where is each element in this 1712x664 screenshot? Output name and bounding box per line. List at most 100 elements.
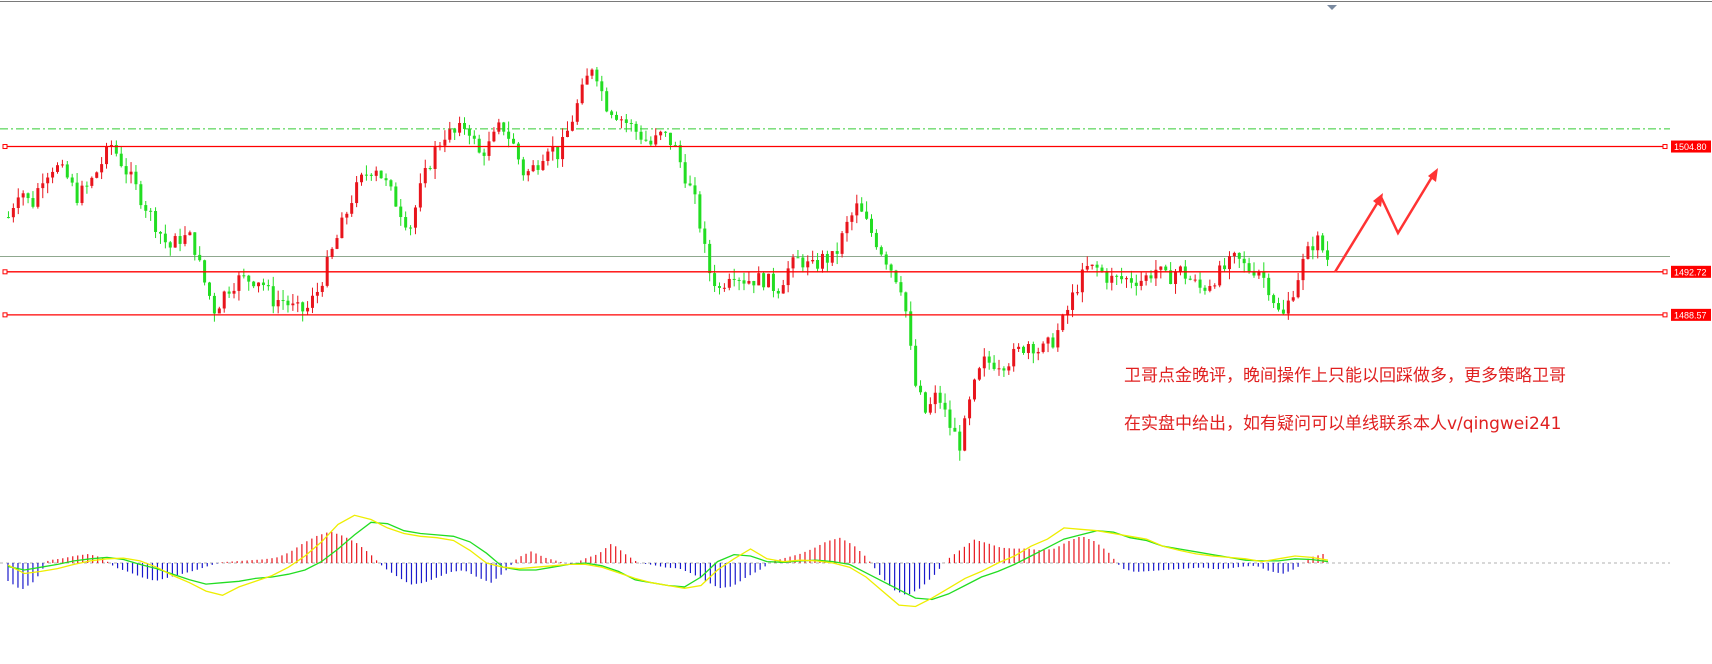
scroll-marker-icon[interactable] [1327, 5, 1337, 10]
candle [51, 167, 55, 184]
candle [1257, 269, 1261, 279]
candle [781, 279, 785, 294]
candle [404, 211, 408, 231]
candle [232, 283, 236, 299]
candle [374, 166, 378, 182]
price-level-2[interactable]: 1488.57 [2, 308, 1711, 321]
annotation-line-1: 卫哥点金晚评，晚间操作上只能以回踩做多，更多策略卫哥 [1124, 366, 1566, 386]
candle [649, 136, 653, 147]
candle [1237, 252, 1241, 268]
candle [114, 140, 118, 157]
arrow-head-2 [1428, 168, 1438, 182]
candle [889, 263, 893, 278]
candle [1252, 262, 1256, 278]
candle [870, 214, 874, 237]
candle [1218, 260, 1222, 288]
candle [237, 271, 241, 301]
candle [541, 154, 545, 171]
candle [217, 306, 221, 314]
candle [443, 130, 447, 153]
candle [222, 290, 226, 313]
candle [615, 111, 619, 121]
candle [590, 68, 594, 80]
candle [203, 259, 207, 286]
candle [595, 66, 599, 87]
candle [193, 232, 197, 261]
candle [521, 156, 525, 181]
candle [1120, 267, 1124, 284]
candle [472, 130, 476, 145]
candle [585, 68, 589, 85]
candle [95, 171, 99, 179]
forecast-arrow-path [1333, 171, 1437, 273]
candle [173, 233, 177, 248]
candle [109, 140, 113, 155]
candle [556, 146, 560, 168]
price-levels: 1504.80 1492.72 1488.57 [2, 140, 1711, 321]
candle [36, 183, 40, 209]
macd-dea-line [7, 514, 1329, 608]
candle [727, 273, 731, 291]
candle [296, 295, 300, 313]
candle [771, 267, 775, 298]
macd-dif-line [7, 521, 1329, 601]
forecast-arrow [1333, 168, 1438, 273]
candle [306, 301, 310, 316]
candle [1272, 293, 1276, 308]
candle [355, 176, 359, 208]
candle [825, 250, 829, 273]
candle [968, 396, 972, 426]
candle [693, 177, 697, 204]
candle [982, 348, 986, 377]
candle [139, 180, 143, 209]
candle [997, 359, 1001, 376]
candle [963, 415, 967, 452]
candle [90, 176, 94, 189]
price-level-1[interactable]: 1492.72 [2, 265, 1711, 278]
candle [1267, 273, 1271, 301]
candle [928, 397, 932, 415]
candle [737, 277, 741, 291]
candle [953, 417, 957, 432]
candle [551, 136, 555, 161]
candle [271, 276, 275, 314]
candle [855, 194, 859, 224]
price-level-0[interactable]: 1504.80 [2, 140, 1711, 153]
candle [1223, 257, 1227, 272]
candle [458, 116, 462, 137]
price-level-label: 1492.72 [1674, 267, 1707, 277]
candle [865, 201, 869, 220]
candle [291, 294, 295, 311]
candle [536, 160, 540, 175]
candle [1188, 275, 1192, 281]
candle [1002, 366, 1006, 377]
candle [1321, 233, 1325, 253]
candle [977, 366, 981, 381]
candle [119, 145, 123, 168]
reference-lines [0, 128, 1670, 257]
candle [379, 170, 383, 179]
candle [1144, 272, 1148, 286]
candle [418, 173, 422, 212]
candle [320, 282, 324, 297]
candle [364, 165, 368, 181]
candle [879, 245, 883, 256]
candle [1242, 251, 1246, 273]
candle [904, 291, 908, 318]
candle [874, 229, 878, 250]
macd-panel [0, 514, 1670, 608]
candle [507, 121, 511, 148]
candle [624, 113, 628, 133]
candle [266, 279, 270, 291]
candle [664, 131, 668, 137]
candle [149, 208, 153, 221]
candle [70, 173, 74, 187]
candle [634, 121, 638, 140]
candle [688, 175, 692, 187]
candle [987, 350, 991, 370]
candle [884, 251, 888, 270]
candle [261, 278, 265, 291]
candle [41, 173, 45, 199]
candle [1154, 260, 1158, 287]
candle [958, 425, 962, 461]
